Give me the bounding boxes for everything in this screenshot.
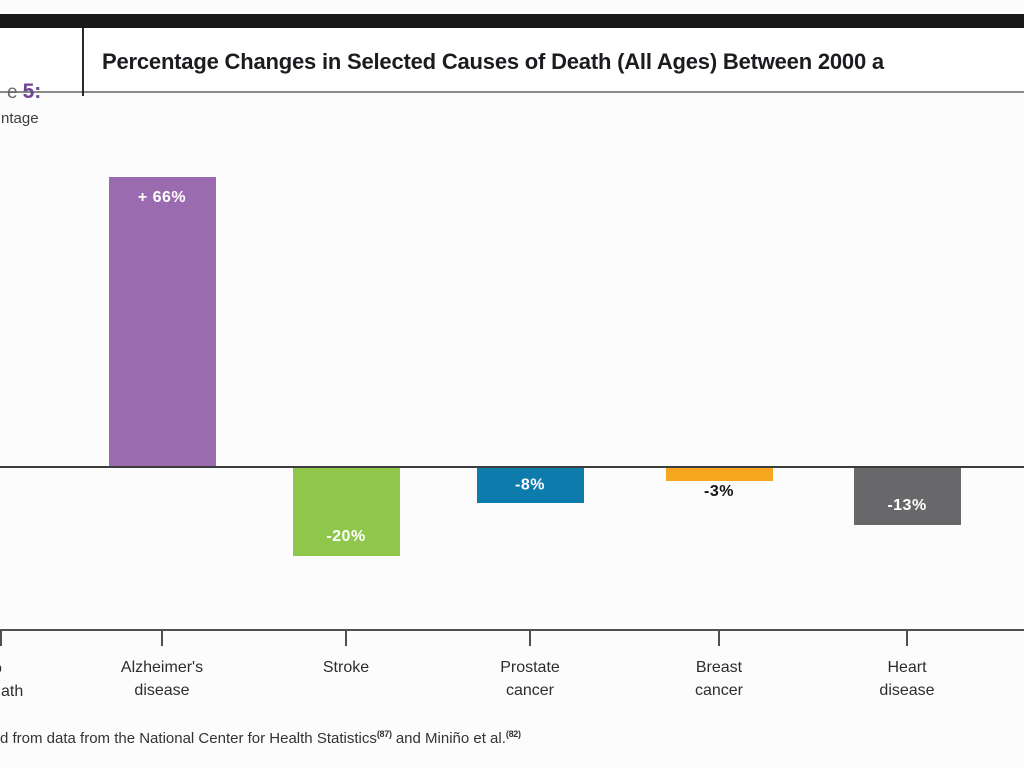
bar-value-label: -20% bbox=[326, 528, 366, 545]
bar-value-label: + 66% bbox=[137, 189, 187, 206]
footnote-text-middle: and Miniño et al. bbox=[391, 730, 506, 747]
category-label-prostate-cancer: Prostate cancer bbox=[500, 656, 560, 702]
footnote-text-start: d from data from the National Center for… bbox=[0, 730, 377, 747]
category-label-alzheimer-s-disease: Alzheimer's disease bbox=[121, 656, 203, 702]
category-label-line: disease bbox=[879, 682, 935, 699]
axis-tick bbox=[345, 631, 347, 646]
bar-breast-cancer bbox=[665, 468, 773, 481]
category-label-line: Alzheimer's bbox=[120, 659, 204, 676]
category-label-line: cancer bbox=[694, 682, 744, 699]
figure-label: e 5: bbox=[7, 80, 41, 104]
bar-value-label: -13% bbox=[887, 497, 927, 514]
bar-alzheimer-s-disease: + 66% bbox=[108, 177, 216, 466]
figure-label-prefix-fragment: e bbox=[7, 82, 18, 103]
bar-value-label: -3% bbox=[704, 483, 734, 500]
category-label-line: Breast bbox=[695, 659, 743, 676]
zero-baseline bbox=[0, 466, 1024, 468]
category-label-heart-disease: Heart disease bbox=[879, 656, 934, 702]
cropped-category-line1-fragment: o bbox=[0, 657, 2, 680]
cropped-category-line2-fragment: ath bbox=[1, 683, 24, 700]
axis-tick bbox=[529, 631, 531, 646]
category-label-line: Stroke bbox=[322, 659, 370, 676]
figure-header: e 5: bbox=[0, 28, 1024, 103]
bar-prostate-cancer: -8% bbox=[476, 468, 584, 503]
category-label-stroke: Stroke bbox=[323, 656, 369, 679]
bar-stroke: -20% bbox=[292, 468, 400, 556]
top-black-bar bbox=[0, 14, 1024, 28]
figure-number: 5: bbox=[22, 80, 42, 103]
footnote-ref-87: (87) bbox=[376, 729, 392, 739]
axis-tick bbox=[161, 631, 163, 646]
axis-tick bbox=[906, 631, 908, 646]
source-footnote: d from data from the National Center for… bbox=[0, 729, 521, 747]
bar-heart-disease: -13% bbox=[853, 468, 961, 525]
header-divider-line bbox=[82, 28, 84, 96]
category-label-breast-cancer: Breast cancer bbox=[695, 656, 743, 702]
category-label-line: Prostate bbox=[500, 659, 560, 676]
category-label-line: Heart bbox=[887, 659, 927, 676]
axis-tick-cropped-left bbox=[0, 631, 2, 646]
bar-value-label: -8% bbox=[515, 476, 545, 494]
x-axis-line bbox=[0, 629, 1024, 631]
footnote-ref-82: (82) bbox=[505, 729, 521, 739]
y-axis-title-fragment: ntage bbox=[1, 110, 39, 127]
category-label-line: disease bbox=[134, 682, 190, 699]
chart-title: Percentage Changes in Selected Causes of… bbox=[102, 49, 884, 74]
axis-tick bbox=[718, 631, 720, 646]
category-label-line: cancer bbox=[505, 682, 555, 699]
